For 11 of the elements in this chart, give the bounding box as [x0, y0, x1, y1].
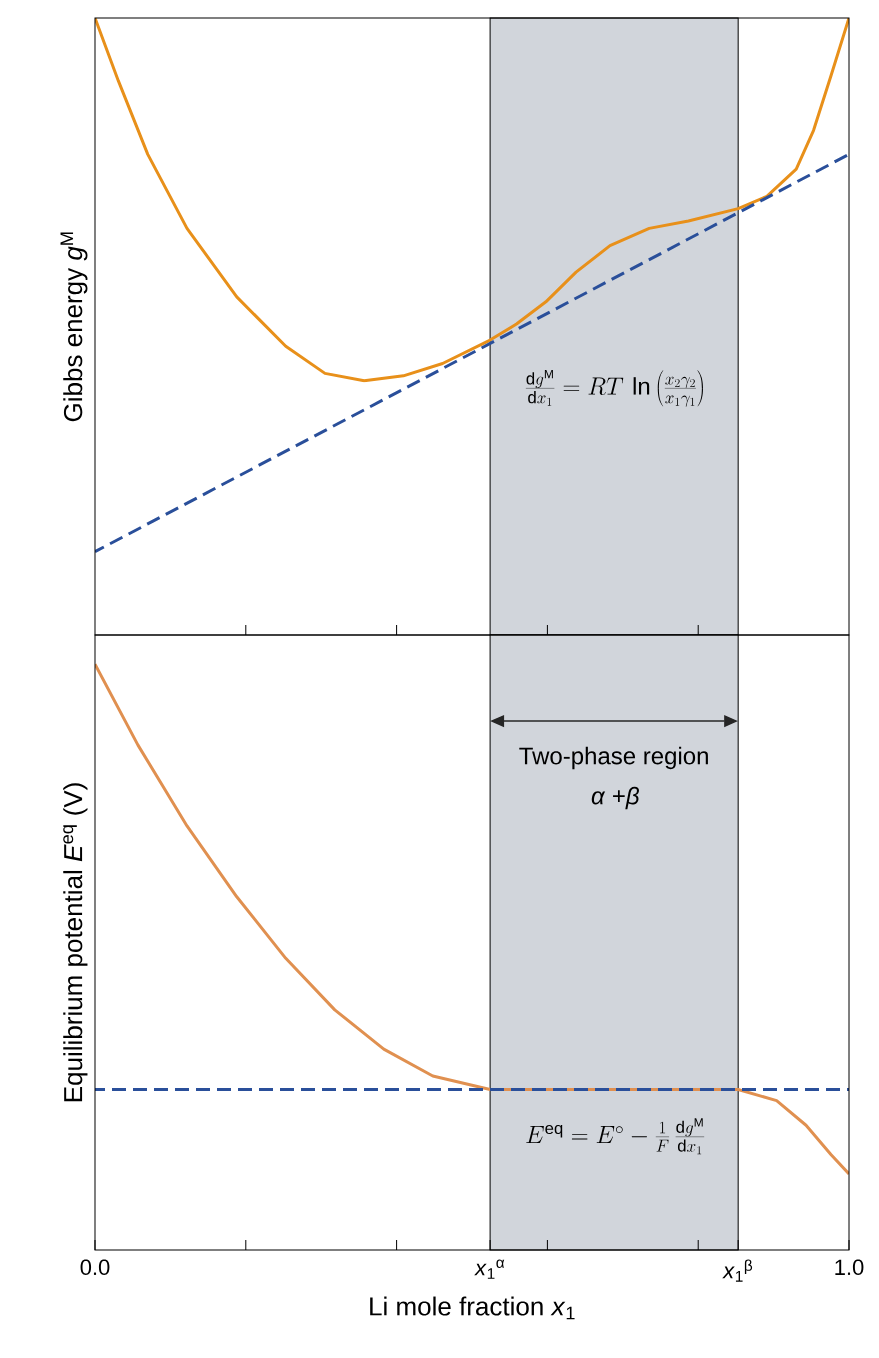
annotation: $E^{\mathrm{eq}}=E^{\circ}-\frac{1}{F}\,\frac{\mathrm{d}g^{\mathrm{M}}}{\mathrm{d}x_{1}}$: [526, 1118, 705, 1155]
annotation: α +β: [591, 786, 639, 810]
x-tick-label: 0.0: [80, 1259, 110, 1276]
x-axis-title: Li mole fraction x$_{1}$: [370, 1296, 575, 1320]
x-tick-label: 1.0: [835, 1259, 864, 1276]
x-tick-label: x$_{1}$β: [722, 1259, 753, 1282]
band-label: Two-phase region: [519, 746, 708, 770]
annotation: $\frac{\mathrm{d}g^{\mathrm{M}}}{\mathrm{d}x_{1}}=RT\,\ln\left(\frac{x_{2}\gamma_{2}}{x_{1}\gamma_{1}}\right)$: [525, 369, 703, 407]
y-axis-title: Equilibrium potential E$^{eq}$ (V): [63, 783, 88, 1102]
x-tick-label: x$_{1}$α: [474, 1259, 505, 1279]
y-axis-title: Gibbs energy g$^{M}$: [60, 232, 88, 422]
